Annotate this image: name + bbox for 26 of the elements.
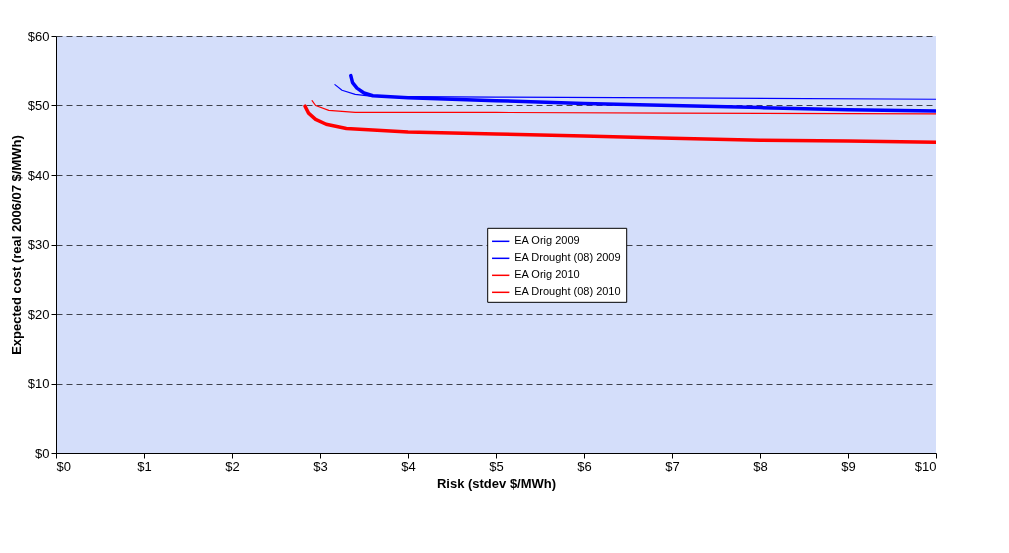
x-tick-label: $0 — [56, 458, 71, 474]
x-tick-label: $4 — [401, 458, 416, 474]
y-tick-label: $50 — [27, 98, 50, 113]
x-tick-label: $5 — [489, 458, 504, 474]
line-series — [303, 104, 936, 145]
y-tick-label: $10 — [27, 376, 50, 391]
legend-label: EA Drought (08) 2010 — [514, 285, 621, 298]
x-tick-label: $1 — [137, 458, 152, 474]
x-axis-title: Risk (stdev $/MWh) — [436, 475, 557, 491]
line-series — [311, 100, 936, 115]
x-tick-label: $6 — [577, 458, 592, 474]
x-tick-label: $2 — [225, 458, 240, 474]
y-tick-label: $0 — [35, 445, 50, 461]
y-tick-label: $40 — [27, 167, 50, 183]
y-tick-label: $20 — [27, 306, 50, 322]
y-tick-label: $30 — [27, 237, 50, 252]
legend-label: EA Orig 2009 — [514, 234, 580, 247]
x-tick-label: $7 — [665, 458, 680, 474]
x-tick-label: $8 — [753, 458, 768, 474]
y-tick-label: $60 — [27, 28, 50, 44]
legend-label: EA Orig 2010 — [514, 268, 580, 281]
x-tick-label: $9 — [841, 458, 856, 474]
legend-label: EA Drought (08) 2009 — [514, 251, 621, 264]
y-axis-title: Expected cost (real 2006/07 $/MWh) — [8, 135, 24, 355]
x-tick-label: $3 — [313, 458, 328, 474]
x-tick-label: $10 — [914, 458, 937, 474]
